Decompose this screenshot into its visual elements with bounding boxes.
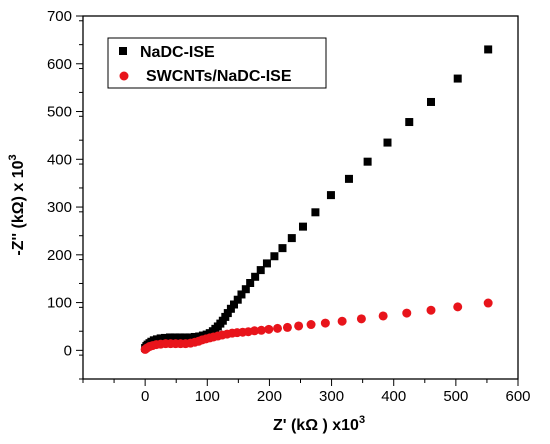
- data-point-square: [363, 157, 372, 166]
- y-tick-label: 700: [47, 8, 72, 25]
- data-point-circle: [483, 298, 493, 308]
- data-point-circle: [282, 322, 292, 332]
- y-tick-label: 0: [64, 342, 72, 359]
- data-point-square: [237, 290, 246, 299]
- y-tick-label: 400: [47, 151, 72, 168]
- data-point-square: [161, 333, 170, 342]
- x-tick-label: 500: [443, 388, 468, 405]
- minor-ticks: [79, 20, 488, 383]
- data-point-square: [251, 272, 260, 281]
- y-tick-labels: 0 100 200 300 400 500 600 700: [47, 8, 72, 359]
- x-tick-labels: 0 100 200 300 400 500 600: [141, 388, 531, 405]
- x-tick-label: 100: [195, 388, 220, 405]
- y-tick-label: 500: [47, 104, 72, 121]
- series-layer: [140, 45, 493, 354]
- x-tick-label: 300: [319, 388, 344, 405]
- data-point-circle: [273, 323, 283, 333]
- data-point-circle: [250, 326, 260, 336]
- data-point-square: [246, 278, 255, 287]
- data-point-square: [185, 333, 194, 342]
- x-tick-label: 200: [257, 388, 282, 405]
- series-1: [140, 298, 493, 354]
- data-point-square: [175, 333, 184, 342]
- y-axis-title: -Z'' (kΩ) x 103: [7, 154, 27, 255]
- data-point-square: [233, 295, 242, 304]
- data-point-square: [190, 332, 199, 341]
- data-point-circle: [378, 311, 388, 321]
- data-point-square: [344, 174, 353, 183]
- data-point-square: [311, 208, 320, 217]
- data-point-square: [270, 252, 279, 261]
- data-point-square: [226, 304, 235, 313]
- data-point-square: [180, 333, 189, 342]
- legend: NaDC-ISE SWCNTs/NaDC-ISE: [107, 37, 327, 89]
- data-point-square: [453, 74, 462, 83]
- y-axis-title-main: -Z'' (kΩ) x 10: [10, 160, 27, 255]
- data-point-square: [166, 333, 174, 342]
- data-point-square: [241, 285, 250, 294]
- data-point-circle: [453, 302, 463, 312]
- data-point-square: [256, 266, 265, 275]
- legend-label-nadc-ise: NaDC-ISE: [140, 44, 215, 61]
- legend-label-swcnts-nadc-ise: SWCNTs/NaDC-ISE: [146, 68, 292, 85]
- data-point-circle: [264, 324, 274, 334]
- data-point-circle: [320, 318, 330, 328]
- data-point-square: [405, 118, 414, 127]
- legend-marker-nadc-ise: [119, 47, 127, 55]
- x-axis-title: Z' (kΩ ) x103: [273, 414, 365, 434]
- data-point-square: [156, 334, 165, 343]
- data-point-square: [223, 309, 232, 318]
- x-tick-label: 400: [381, 388, 406, 405]
- y-axis-title-sup: 3: [7, 154, 19, 160]
- y-tick-label: 600: [47, 56, 72, 73]
- data-point-circle: [356, 314, 366, 324]
- x-axis-title-sup: 3: [359, 414, 365, 426]
- legend-marker-swcnts-nadc-ise: [119, 71, 129, 81]
- data-point-square: [170, 333, 179, 342]
- x-tick-label: 600: [505, 388, 530, 405]
- data-point-circle: [337, 316, 347, 326]
- x-axis-title-main: Z' (kΩ ) x10: [273, 417, 359, 434]
- legend-box: [107, 37, 327, 89]
- data-point-square: [427, 97, 435, 106]
- series-0: [141, 45, 493, 352]
- data-point-circle: [426, 305, 436, 315]
- major-ticks: [76, 15, 519, 386]
- data-point-square: [484, 45, 493, 54]
- data-point-square: [298, 222, 307, 231]
- data-point-circle: [294, 321, 304, 331]
- y-tick-label: 300: [47, 199, 72, 216]
- data-point-square: [262, 259, 271, 268]
- data-point-square: [326, 191, 335, 200]
- x-tick-label: 0: [141, 388, 149, 405]
- data-point-circle: [306, 320, 316, 330]
- y-tick-label: 100: [47, 295, 72, 312]
- data-point-square: [383, 138, 392, 147]
- data-point-square: [278, 244, 287, 253]
- y-tick-label: 200: [47, 247, 72, 264]
- data-point-square: [230, 300, 239, 309]
- data-point-square: [287, 234, 296, 243]
- data-point-circle: [256, 325, 266, 335]
- data-point-circle: [402, 308, 412, 318]
